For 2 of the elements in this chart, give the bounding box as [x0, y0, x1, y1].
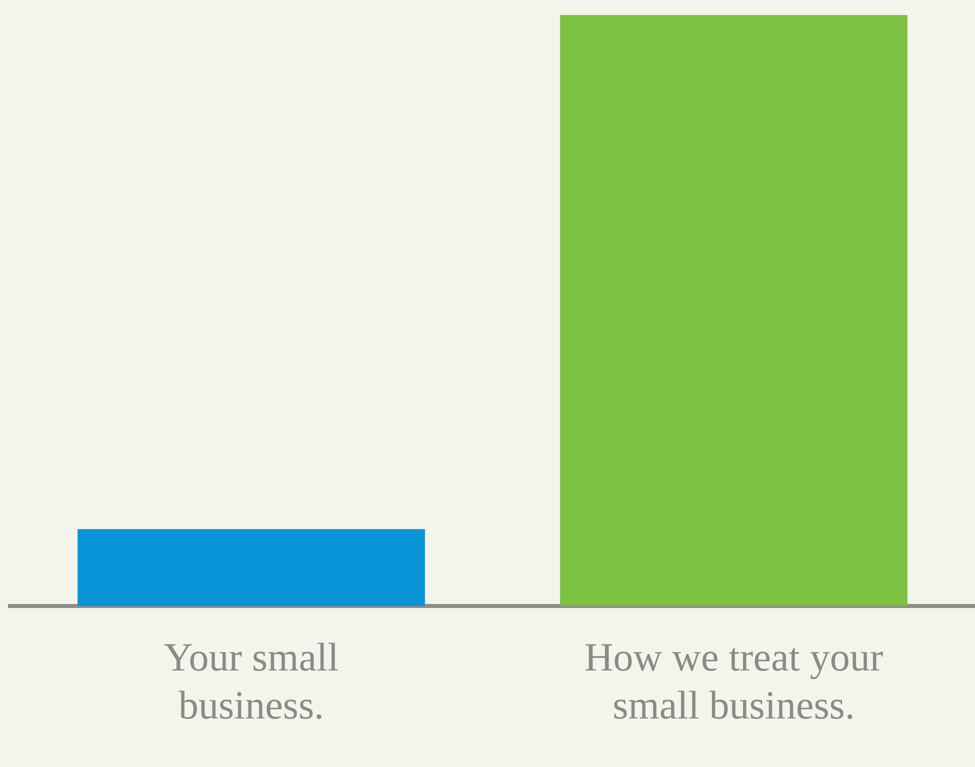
- x-tick-label: How we treat your small business.: [584, 634, 884, 728]
- x-tick-label: Your small business.: [164, 634, 339, 728]
